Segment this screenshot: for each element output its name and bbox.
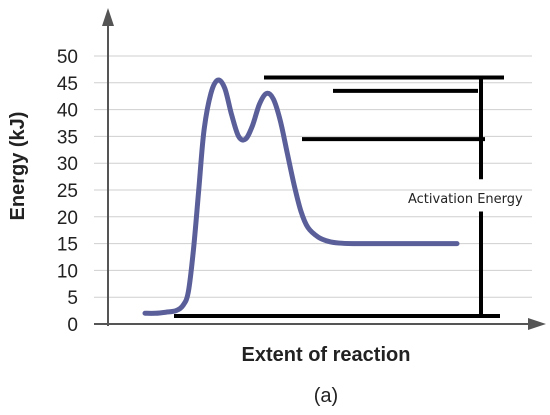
reference-lines [174,75,504,318]
y-axis-title: Energy (kJ) [7,112,29,221]
y-tick-label: 20 [57,208,78,229]
activation-energy-annotation: Activation Energy [408,192,523,207]
y-tick-label: 0 [67,315,78,336]
y-axis-arrow-icon [102,8,114,26]
x-axis-arrow-icon [528,318,546,330]
y-tick-label: 50 [57,47,78,68]
x-axis-title: Extent of reaction [242,344,411,366]
grid-lines [94,55,532,298]
figure-caption: (a) [314,385,338,407]
y-tick-label: 25 [57,181,78,202]
y-tick-label: 30 [57,154,78,175]
y-tick-label: 5 [67,288,78,309]
y-tick-label: 40 [57,101,78,122]
y-tick-label: 10 [57,261,78,282]
energy-curve [142,77,460,316]
y-tick-label: 15 [57,235,78,256]
y-tick-labels: 0 5 10 15 20 25 30 35 40 45 50 [57,47,78,336]
y-tick-label: 45 [57,74,78,95]
y-tick-label: 35 [57,127,78,148]
